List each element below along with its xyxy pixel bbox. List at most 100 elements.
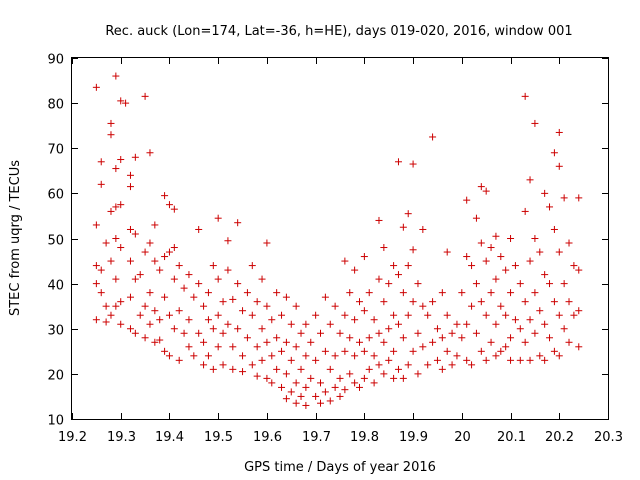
data-point-plus-marker (312, 392, 320, 400)
data-point-plus-marker (507, 334, 515, 342)
data-point-plus-marker (341, 257, 349, 265)
data-point-plus-marker (214, 275, 222, 283)
data-point-plus-marker (209, 365, 217, 373)
y-tick-label: 30 (47, 324, 64, 339)
data-point-plus-marker (321, 388, 329, 396)
data-point-plus-marker (282, 395, 290, 403)
data-point-plus-marker (141, 248, 149, 256)
data-point-plus-marker (570, 262, 578, 270)
data-point-plus-marker (370, 352, 378, 360)
data-point-plus-marker (112, 235, 120, 242)
data-point-plus-marker (170, 205, 178, 213)
data-point-plus-marker (170, 244, 178, 252)
data-point-plus-marker (438, 334, 446, 342)
data-point-plus-marker (112, 72, 120, 80)
data-point-plus-marker (531, 329, 539, 337)
data-point-plus-marker (107, 207, 115, 215)
data-point-plus-marker (487, 289, 495, 297)
data-point-plus-marker (175, 356, 183, 364)
chart-title: Rec. auck (Lon=174, Lat=-36, h=HE), days… (105, 24, 572, 39)
data-point-plus-marker (375, 361, 383, 369)
data-point-plus-marker (429, 133, 437, 141)
data-point-plus-marker (477, 298, 485, 306)
data-point-plus-marker (278, 347, 286, 355)
data-point-plus-marker (297, 365, 305, 373)
data-point-plus-marker (492, 275, 500, 283)
data-point-plus-marker (161, 192, 169, 200)
data-point-plus-marker (370, 379, 378, 387)
data-point-plus-marker (365, 365, 373, 373)
data-point-plus-marker (385, 280, 393, 288)
data-point-plus-marker (360, 307, 368, 315)
data-point-plus-marker (419, 302, 427, 310)
data-point-plus-marker (239, 368, 247, 376)
x-tick-label: 19.8 (350, 430, 379, 445)
data-point-plus-marker (511, 262, 519, 270)
data-point-plus-marker (292, 379, 300, 387)
data-point-plus-marker (419, 225, 427, 233)
data-point-plus-marker (472, 329, 480, 337)
data-point-plus-marker (161, 253, 169, 261)
data-point-plus-marker (307, 338, 315, 346)
data-point-plus-marker (516, 325, 524, 333)
data-point-plus-marker (526, 257, 534, 265)
data-point-plus-marker (341, 311, 349, 319)
data-point-plus-marker (477, 239, 485, 247)
data-point-plus-marker (278, 311, 286, 319)
data-point-plus-marker (97, 158, 105, 166)
x-tick-label: 19.5 (204, 430, 233, 445)
data-point-plus-marker (370, 316, 378, 324)
data-point-plus-marker (404, 361, 412, 369)
data-point-plus-marker (219, 329, 227, 337)
data-point-plus-marker (492, 320, 500, 328)
data-point-plus-marker (482, 356, 490, 364)
data-point-plus-marker (419, 343, 427, 351)
x-tick-label: 19.4 (155, 430, 184, 445)
data-point-plus-marker (575, 266, 583, 274)
data-point-plus-marker (146, 239, 154, 247)
y-tick-label: 10 (47, 414, 64, 429)
data-point-plus-marker (394, 158, 402, 166)
data-point-plus-marker (390, 374, 398, 382)
data-point-plus-marker (341, 386, 349, 394)
data-point-plus-marker (282, 338, 290, 346)
data-point-plus-marker (204, 316, 212, 324)
data-point-plus-marker (200, 361, 208, 369)
data-point-plus-marker (472, 280, 480, 288)
data-point-plus-marker (107, 257, 115, 265)
data-point-plus-marker (550, 149, 558, 157)
data-point-plus-marker (550, 347, 558, 355)
data-point-plus-marker (131, 230, 139, 238)
x-tick-label: 19.9 (399, 430, 428, 445)
data-point-plus-marker (497, 302, 505, 310)
data-point-plus-marker (141, 92, 149, 100)
data-point-plus-marker (487, 338, 495, 346)
data-point-plus-marker (497, 253, 505, 261)
data-point-plus-marker (385, 325, 393, 333)
data-point-plus-marker (97, 289, 105, 297)
data-point-plus-marker (468, 302, 476, 310)
data-point-plus-marker (146, 320, 154, 328)
data-point-plus-marker (117, 298, 125, 306)
y-axis-label: STEC from uqrg / TECUs (8, 160, 23, 316)
data-point-plus-marker (546, 203, 554, 211)
data-point-plus-marker (516, 356, 524, 364)
data-point-plus-marker (321, 293, 329, 301)
data-point-plus-marker (546, 334, 554, 342)
data-point-plus-marker (156, 316, 164, 324)
data-point-plus-marker (472, 214, 480, 222)
y-tick-label: 70 (47, 143, 64, 158)
data-point-plus-marker (390, 311, 398, 319)
data-point-plus-marker (341, 347, 349, 355)
data-point-plus-marker (360, 374, 368, 382)
data-point-plus-marker (565, 239, 573, 247)
x-tick-label: 20.3 (594, 430, 623, 445)
data-point-plus-marker (122, 99, 130, 107)
data-point-plus-marker (287, 320, 295, 328)
data-point-plus-marker (404, 210, 412, 218)
data-point-plus-marker (312, 311, 320, 319)
data-point-plus-marker (507, 235, 515, 242)
data-point-plus-marker (102, 239, 110, 247)
data-point-plus-marker (360, 347, 368, 355)
data-point-plus-marker (390, 262, 398, 270)
